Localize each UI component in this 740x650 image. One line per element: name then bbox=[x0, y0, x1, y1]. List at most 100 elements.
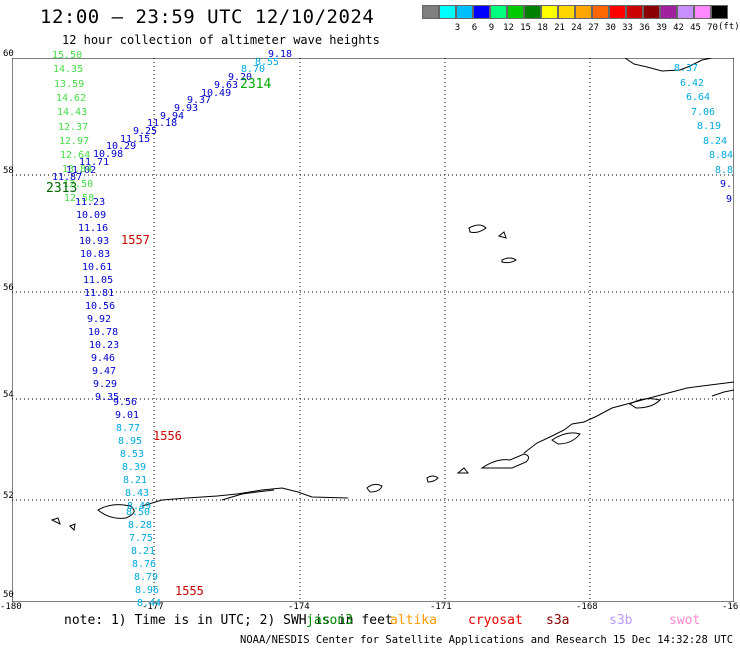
peninsula-coast bbox=[523, 381, 734, 454]
satellite-legend-item: s3a bbox=[546, 613, 570, 628]
wave-height-value: 14.35 bbox=[53, 64, 84, 75]
track-time-label: 1557 bbox=[121, 233, 150, 247]
scale-tick-label: 6 bbox=[471, 23, 478, 33]
map-canvas bbox=[12, 58, 734, 602]
wave-height-value: 9.37 bbox=[187, 95, 212, 106]
wave-height-value: 8.53 bbox=[120, 449, 145, 460]
wave-height-value: 6.42 bbox=[680, 78, 705, 89]
wave-height-value: 10.09 bbox=[76, 210, 107, 221]
wave-height-value: 8.43 bbox=[125, 488, 150, 499]
latitude-label: 52 bbox=[3, 491, 14, 501]
scale-tick-label: 24 bbox=[571, 23, 582, 33]
longitude-label: -177 bbox=[142, 602, 164, 612]
map-title: 12:00 – 23:59 UTC 12/10/2024 bbox=[40, 6, 375, 28]
scale-swatch: 21 bbox=[541, 5, 565, 33]
aleutian-chain bbox=[141, 487, 349, 507]
wave-height-value: 11.05 bbox=[83, 275, 114, 286]
coast-fragment bbox=[711, 389, 734, 397]
wave-height-value: 9.63 bbox=[214, 80, 239, 91]
scale-swatch: 27 bbox=[575, 5, 599, 33]
wave-height-value: 11.16 bbox=[78, 223, 109, 234]
scale-tick-label: 33 bbox=[622, 23, 633, 33]
scale-swatch: 36 bbox=[626, 5, 650, 33]
wave-height-value: 8.55 bbox=[255, 57, 280, 68]
wave-height-value: 8.21 bbox=[131, 546, 156, 557]
wave-height-value: 10.56 bbox=[85, 301, 116, 312]
scale-swatch: 45 bbox=[677, 5, 701, 33]
scale-swatch bbox=[711, 5, 728, 19]
island bbox=[366, 483, 383, 493]
island bbox=[50, 517, 61, 525]
island bbox=[497, 231, 507, 239]
wave-height-value: 8.44 bbox=[137, 598, 162, 609]
scale-tick-label: 42 bbox=[673, 23, 684, 33]
wave-height-value: 11.02 bbox=[66, 165, 97, 176]
wave-height-value: 10.29 bbox=[106, 141, 137, 152]
island bbox=[480, 453, 530, 469]
satellite-legend-item: altika bbox=[390, 613, 437, 628]
scale-swatch: 12 bbox=[490, 5, 514, 33]
wave-height-value: 8.19 bbox=[697, 121, 722, 132]
wave-height-value: 10.83 bbox=[80, 249, 111, 260]
wave-height-value: 7.75 bbox=[129, 533, 154, 544]
island bbox=[456, 467, 470, 474]
scale-swatch bbox=[422, 5, 439, 19]
latitude-label: 50 bbox=[3, 590, 14, 600]
track-time-label: 1555 bbox=[175, 584, 204, 598]
island bbox=[501, 257, 517, 264]
wave-height-value: 8.96 bbox=[135, 585, 160, 596]
wave-height-value: 8.95 bbox=[118, 436, 143, 447]
wave-height-value: 8.79 bbox=[134, 572, 159, 583]
scale-tick-label: 39 bbox=[656, 23, 667, 33]
credit-line: NOAA/NESDIS Center for Satellite Applica… bbox=[240, 634, 740, 646]
scale-swatch: 70 bbox=[694, 5, 718, 33]
wave-height-value: 8.21 bbox=[123, 475, 148, 486]
scale-tick-label: 36 bbox=[639, 23, 650, 33]
scale-tick-label: 70 bbox=[707, 23, 718, 33]
scale-tick-label: 9 bbox=[488, 23, 495, 33]
wave-height-value: 8.77 bbox=[116, 423, 141, 434]
wave-height-value: 9.20 bbox=[228, 72, 253, 83]
wave-height-value: 10.23 bbox=[89, 340, 120, 351]
scale-units: (ft) bbox=[718, 22, 740, 32]
wave-height-value: 8.84 bbox=[709, 150, 734, 161]
scale-tick-label: 18 bbox=[537, 23, 548, 33]
wave-height-value: 9.92 bbox=[87, 314, 112, 325]
scale-tick-label: 15 bbox=[520, 23, 531, 33]
longitude-label: -168 bbox=[576, 602, 598, 612]
wave-height-value: 13.59 bbox=[54, 79, 85, 90]
wave-height-value: 12.97 bbox=[59, 136, 90, 147]
wave-height-value: 11.81 bbox=[84, 288, 115, 299]
wave-height-value: 7.06 bbox=[691, 107, 716, 118]
island bbox=[426, 475, 439, 483]
wave-height-value: 9.94 bbox=[160, 111, 185, 122]
scale-tick-label: 30 bbox=[605, 23, 616, 33]
wave-height-value: 14.43 bbox=[57, 107, 88, 118]
wave-height-value: 10.61 bbox=[82, 262, 113, 273]
wave-height-value: 13.84 bbox=[62, 164, 93, 175]
scale-tick-label: 3 bbox=[454, 23, 461, 33]
wave-height-value: 11.23 bbox=[75, 197, 106, 208]
wave-height-value: 9.01 bbox=[115, 410, 140, 421]
wave-height-value: 9. bbox=[720, 179, 733, 190]
coastline bbox=[50, 58, 734, 532]
wave-height-value: 10.49 bbox=[201, 88, 232, 99]
island bbox=[629, 398, 661, 409]
wave-height-value: 11.15 bbox=[120, 134, 151, 145]
latitude-label: 56 bbox=[3, 283, 14, 293]
wave-height-value: 10.78 bbox=[88, 327, 119, 338]
wave-height-value: 8.8 bbox=[715, 165, 734, 176]
island-group bbox=[97, 504, 135, 519]
track-time-label: 2313 bbox=[46, 181, 78, 196]
island bbox=[468, 224, 487, 233]
wave-height-value: 14.62 bbox=[56, 93, 87, 104]
mainland-coast bbox=[624, 58, 713, 72]
latitude-label: 54 bbox=[3, 390, 14, 400]
scale-tick-label: 12 bbox=[503, 23, 514, 33]
footnote: note: 1) Time is in UTC; 2) SWH is in fe… bbox=[64, 613, 393, 628]
wave-height-value: 9.46 bbox=[91, 353, 116, 364]
wave-height-value: 11.87 bbox=[52, 172, 83, 183]
graticule-grid bbox=[12, 58, 734, 602]
wave-height-value: 12.64 bbox=[60, 150, 91, 161]
